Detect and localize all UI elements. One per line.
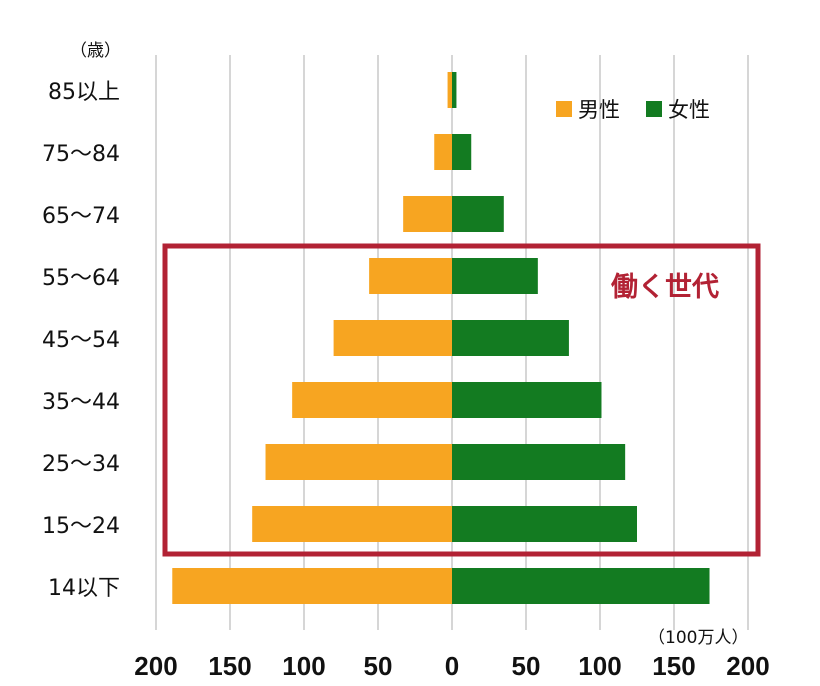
working-age-label: 働く世代 <box>611 272 719 303</box>
x-tick-label: 200 <box>726 651 769 681</box>
bar-male <box>434 134 452 170</box>
legend: 男性 女性 <box>556 98 710 122</box>
y-tick-label: 35〜44 <box>42 390 120 415</box>
y-tick-label: 45〜54 <box>42 328 120 353</box>
legend-label-male: 男性 <box>578 98 620 122</box>
bar-female <box>452 134 472 170</box>
bars <box>172 72 710 604</box>
bar-female <box>452 382 602 418</box>
bar-male <box>369 258 452 294</box>
y-tick-label: 65〜74 <box>42 204 120 229</box>
working-age-highlight-box <box>162 243 761 557</box>
x-tick-label: 100 <box>578 651 621 681</box>
bar-female <box>452 196 504 232</box>
bar-male <box>447 72 452 108</box>
x-tick-label: 150 <box>208 651 251 681</box>
y-tick-label: 14以下 <box>48 576 120 601</box>
x-axis-labels: 200 150 100 50 0 50 100 150 200 <box>134 651 769 681</box>
bar-female <box>452 568 710 604</box>
bar-male <box>403 196 452 232</box>
y-tick-label: 25〜34 <box>42 452 120 477</box>
bar-female <box>452 320 569 356</box>
y-tick-label: 75〜84 <box>42 142 120 167</box>
bar-male <box>252 506 452 542</box>
x-tick-label: 50 <box>364 651 393 681</box>
bar-male <box>265 444 452 480</box>
y-axis-labels: 85以上 75〜84 65〜74 55〜64 45〜54 35〜44 25〜34 15〜24 1… <box>42 80 120 601</box>
bar-male <box>172 568 452 604</box>
y-tick-label: 85以上 <box>48 80 120 105</box>
x-tick-label: 200 <box>134 651 177 681</box>
y-unit-label: （歳） <box>70 41 121 61</box>
bar-female <box>452 506 637 542</box>
bar-female <box>452 72 457 108</box>
bar-male <box>292 382 452 418</box>
legend-label-female: 女性 <box>668 98 710 122</box>
x-tick-label: 100 <box>282 651 325 681</box>
bar-male <box>333 320 452 356</box>
x-tick-label: 0 <box>445 651 459 681</box>
y-tick-label: 55〜64 <box>42 266 120 291</box>
y-tick-label: 15〜24 <box>42 514 120 539</box>
x-tick-label: 150 <box>652 651 695 681</box>
bar-female <box>452 258 538 294</box>
legend-swatch-male <box>556 101 572 117</box>
bar-female <box>452 444 626 480</box>
legend-swatch-female <box>646 101 662 117</box>
x-unit-label: （100万人） <box>648 628 748 648</box>
x-tick-label: 50 <box>512 651 541 681</box>
